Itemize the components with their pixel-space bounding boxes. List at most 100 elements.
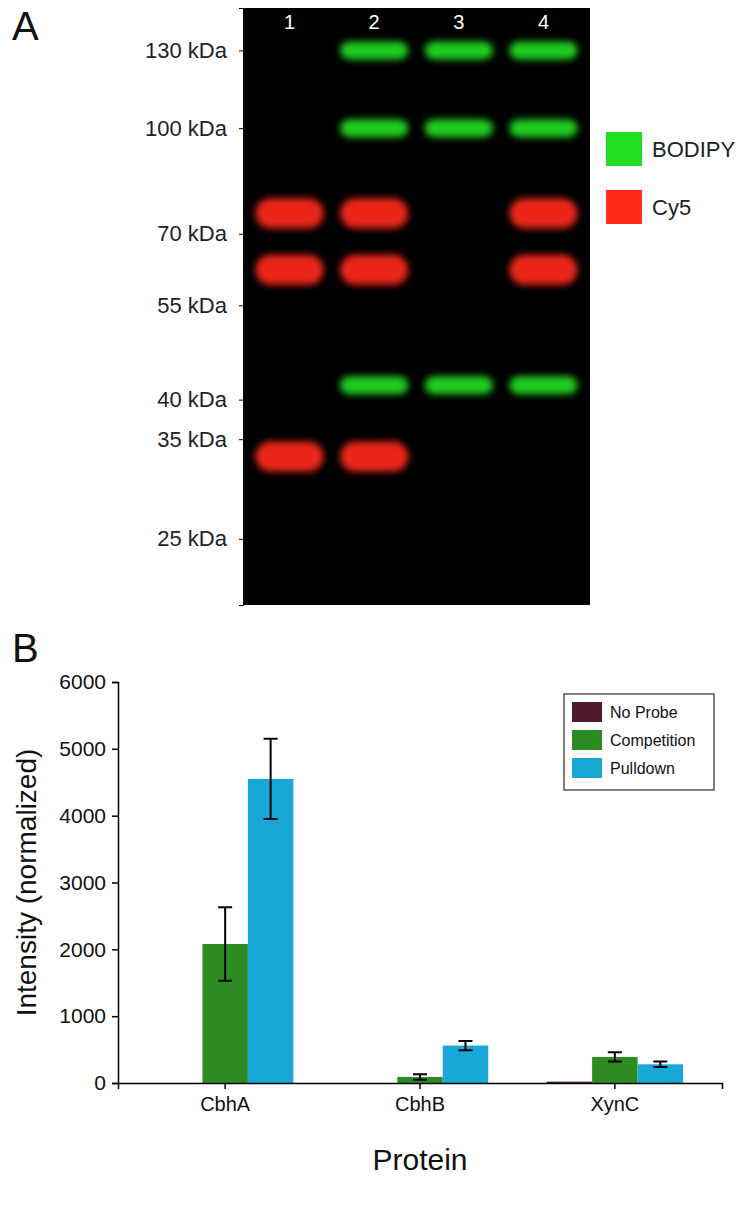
- tick-mark: [239, 539, 243, 540]
- legend: No Probe Competition Pulldown: [564, 694, 714, 790]
- panel-a: A 1 2 3 4 130 kDa 100 kDa 70 kDa 55 kDa 40 kDa 35 …: [12, 4, 735, 606]
- band: [509, 198, 577, 228]
- legend: BODIPY Cy5: [606, 132, 735, 224]
- legend-box: [564, 694, 714, 790]
- band: [425, 41, 493, 59]
- tick-mark: [239, 128, 243, 129]
- tick-mark: [112, 949, 118, 951]
- tick-label: CbhA: [200, 1093, 251, 1115]
- y-tick: 2000: [59, 938, 118, 961]
- lane-axis: 1 2 3 4: [284, 11, 549, 33]
- legend-label: BODIPY: [652, 137, 735, 162]
- tick-mark: [112, 749, 118, 751]
- legend-swatch: [606, 132, 642, 166]
- lane-tick: 4: [538, 11, 549, 33]
- tick-mark: [112, 1083, 118, 1085]
- x-tick: CbhB: [395, 1083, 445, 1115]
- figure: A 1 2 3 4 130 kDa 100 kDa 70 kDa 55 kDa 40 kDa 35 …: [0, 0, 746, 1225]
- lane-label: 4: [538, 11, 549, 33]
- band: [425, 119, 493, 137]
- tick-label: 130 kDa: [145, 38, 228, 63]
- legend-item: BODIPY: [606, 132, 735, 166]
- tick-label: 3000: [59, 871, 106, 894]
- tick-label: 6000: [59, 670, 106, 693]
- legend-swatch: [572, 730, 602, 750]
- tick-label: 1000: [59, 1004, 106, 1027]
- tick-mark: [112, 815, 118, 817]
- y-tick: 3000: [59, 871, 118, 894]
- band: [340, 255, 408, 285]
- band: [340, 41, 408, 59]
- y-axis: 0 1000 2000 3000 4000 5000 6000: [59, 670, 118, 1094]
- x-tick: CbhA: [200, 1083, 251, 1115]
- legend-item: No Probe: [572, 702, 678, 722]
- tick-label: 70 kDa: [157, 221, 227, 246]
- tick-mark: [614, 1083, 616, 1089]
- y-tick: 4000: [59, 804, 118, 827]
- lane-tick: 3: [453, 11, 464, 33]
- band: [340, 119, 408, 137]
- tick-label: 100 kDa: [145, 116, 228, 141]
- band: [255, 442, 323, 472]
- error-bar: [653, 1062, 667, 1067]
- band: [340, 198, 408, 228]
- legend-label: No Probe: [610, 704, 678, 721]
- legend-swatch: [572, 702, 602, 722]
- legend-swatch: [572, 758, 602, 778]
- band: [340, 376, 408, 394]
- band: [340, 442, 408, 472]
- band: [509, 119, 577, 137]
- mw-tick: 25 kDa: [157, 526, 243, 551]
- x-tick: XynC: [590, 1083, 639, 1115]
- band: [425, 376, 493, 394]
- x-axis: CbhA CbhB XynC: [119, 1083, 723, 1115]
- tick-mark: [239, 50, 243, 51]
- band: [509, 255, 577, 285]
- axis-line: [119, 1084, 723, 1090]
- band: [255, 255, 323, 285]
- legend-item: Cy5: [606, 190, 691, 224]
- tick-mark: [239, 439, 243, 440]
- y-tick: 1000: [59, 1004, 118, 1027]
- tick-mark: [239, 400, 243, 401]
- mw-tick: 55 kDa: [157, 293, 243, 318]
- error-bar: [413, 1074, 427, 1079]
- tick-label: 5000: [59, 737, 106, 760]
- mw-tick: 70 kDa: [157, 221, 243, 246]
- mw-tick: 100 kDa: [145, 116, 243, 141]
- legend-label: Competition: [610, 732, 695, 749]
- lane-label: 3: [453, 11, 464, 33]
- legend-label: Cy5: [652, 195, 691, 220]
- band: [509, 41, 577, 59]
- legend-label: Pulldown: [610, 760, 675, 777]
- tick-mark: [239, 305, 243, 306]
- panel-label: A: [12, 4, 39, 48]
- error-bar: [458, 1041, 472, 1050]
- tick-label: 0: [94, 1071, 106, 1094]
- tick-label: 4000: [59, 804, 106, 827]
- legend-item: Competition: [572, 730, 695, 750]
- x-axis-title: Protein: [372, 1143, 467, 1176]
- lane-label: 2: [369, 11, 380, 33]
- y-tick: 6000: [59, 670, 118, 693]
- mw-axis: 130 kDa 100 kDa 70 kDa 55 kDa 40 kDa 35 kDa 25…: [145, 9, 243, 606]
- tick-mark: [112, 882, 118, 884]
- axis-line: [239, 9, 244, 606]
- axis-line: [112, 683, 119, 1084]
- tick-label: 55 kDa: [157, 293, 227, 318]
- tick-label: 35 kDa: [157, 427, 227, 452]
- gel-bands: [255, 41, 577, 471]
- lane-label: 1: [284, 11, 295, 33]
- mw-tick: 40 kDa: [157, 387, 243, 412]
- panel-b: B 0 1000 2000 3000 4000 5000 6000 CbhA CbhB XynC Pr…: [11, 626, 723, 1176]
- panel-label: B: [12, 626, 39, 670]
- tick-label: 2000: [59, 938, 106, 961]
- error-bar: [608, 1052, 622, 1061]
- y-axis-title: Intensity (normalized): [11, 749, 42, 1017]
- bar: [248, 779, 293, 1083]
- lane-tick: 1: [284, 11, 295, 33]
- legend-swatch: [606, 190, 642, 224]
- error-bar: [264, 739, 278, 819]
- tick-label: XynC: [590, 1093, 639, 1115]
- band: [509, 376, 577, 394]
